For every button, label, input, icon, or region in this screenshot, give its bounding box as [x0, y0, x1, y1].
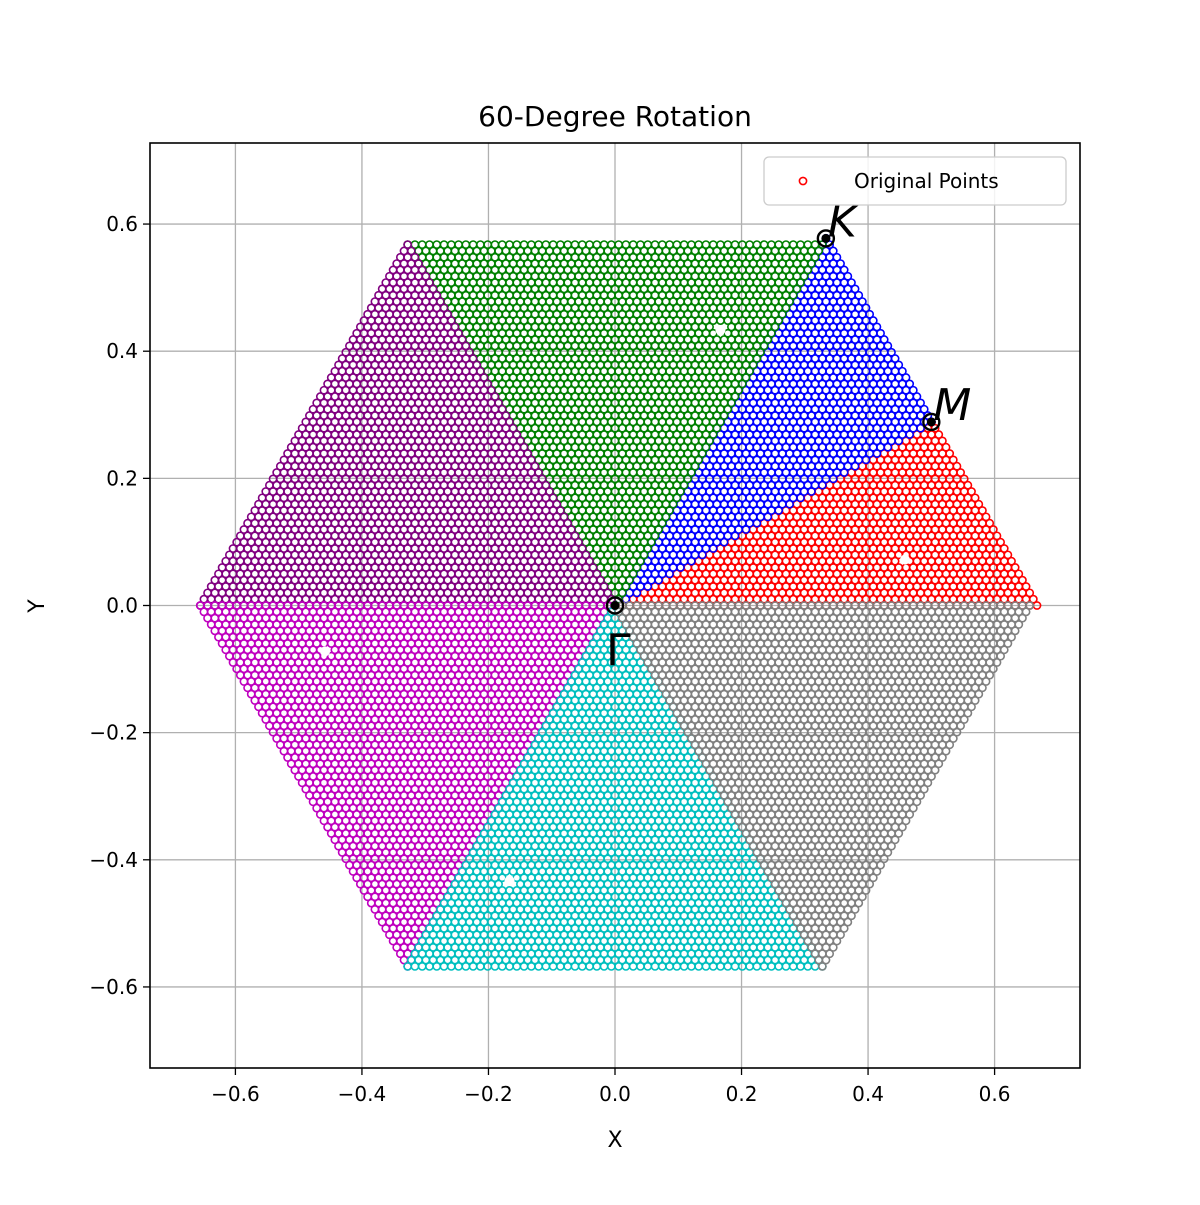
chart-svg: KMΓ −0.6−0.4−0.20.00.20.40.6−0.6−0.4−0.2… — [0, 0, 1200, 1200]
chart: KMΓ −0.6−0.4−0.20.00.20.40.6−0.6−0.4−0.2… — [0, 0, 1200, 1200]
